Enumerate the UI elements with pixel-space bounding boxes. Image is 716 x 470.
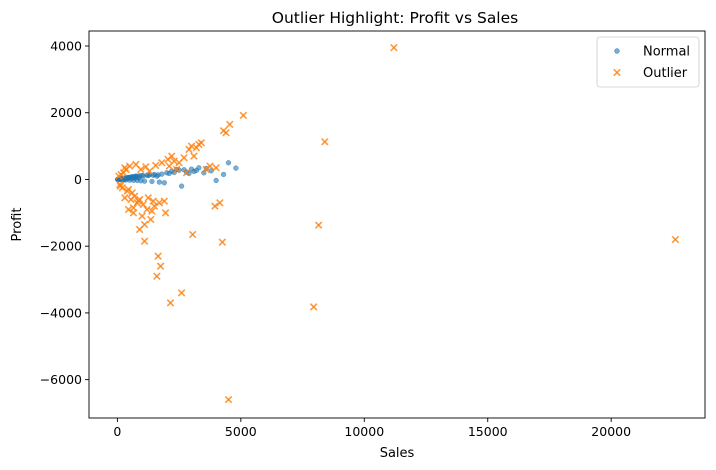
plot-frame [88, 30, 706, 419]
normal-point [156, 179, 163, 185]
legend-marker-normal [614, 48, 620, 54]
normal-point [225, 160, 232, 166]
y-tick-label: 4000 [50, 39, 82, 54]
outlier-point [225, 120, 234, 129]
normal-point [220, 171, 227, 178]
normal-point [193, 167, 200, 174]
outlier-point [239, 111, 248, 120]
outlier-point [188, 230, 197, 239]
outlier-point [180, 154, 188, 162]
outlier-point [160, 197, 169, 205]
normal-point [213, 177, 219, 184]
x-tick-label: 0 [113, 424, 121, 439]
outlier-point [153, 272, 161, 280]
outlier-point [143, 205, 151, 214]
normal-point [178, 183, 185, 189]
outlier-point [314, 221, 323, 229]
outlier-point [309, 303, 318, 311]
outlier-point [121, 194, 129, 202]
outlier-point [154, 252, 162, 260]
outlier-point [218, 238, 227, 246]
outlier-point [146, 215, 155, 224]
x-axis-label: Sales [380, 446, 415, 461]
outlier-point [115, 172, 123, 180]
y-tick-label: 2000 [50, 105, 82, 120]
outlier-point [165, 162, 174, 170]
y-tick-label: −6000 [40, 372, 82, 387]
x-tick-label: 20000 [591, 424, 631, 439]
outlier-point [211, 202, 219, 210]
normal-point [166, 170, 172, 177]
outlier-point [121, 164, 129, 172]
outlier-point [151, 161, 160, 170]
outlier-point [187, 142, 196, 150]
y-tick-label: −2000 [40, 239, 82, 254]
legend-box [596, 36, 700, 88]
outlier-point [190, 152, 198, 160]
outlier-point [135, 195, 144, 204]
normal-point [161, 180, 167, 186]
outlier-point [140, 220, 149, 229]
outlier-point [145, 167, 154, 175]
outlier-point [166, 299, 175, 307]
legend-label-outlier: Outlier [643, 66, 688, 81]
outlier-point [144, 194, 153, 202]
outlier-point [123, 187, 132, 195]
outlier-point [177, 289, 186, 297]
outlier-point [155, 199, 164, 207]
legend-marker-outlier [613, 68, 621, 77]
outlier-point [161, 209, 170, 217]
x-tick-label: 10000 [344, 424, 384, 439]
x-tick-label: 5000 [225, 424, 257, 439]
chart-title: Outlier Highlight: Profit vs Sales [272, 9, 518, 27]
outlier-point [216, 199, 224, 207]
outlier-point [671, 235, 680, 244]
y-tick-label: 0 [74, 172, 82, 187]
outlier-point [222, 128, 230, 137]
outlier-point [164, 155, 172, 164]
outlier-point [192, 144, 201, 152]
outlier-point [129, 204, 138, 212]
normal-point [149, 178, 155, 185]
outlier-point [124, 205, 133, 214]
outlier-point [116, 180, 124, 189]
outlier-point [224, 395, 233, 404]
outlier-point [212, 164, 220, 172]
y-axis-label: Profit [10, 208, 25, 242]
outlier-point [149, 197, 157, 205]
legend: Normal Outlier [596, 36, 700, 88]
normal-point [155, 172, 161, 178]
legend-label-normal: Normal [643, 45, 690, 60]
outlier-point [202, 165, 211, 174]
outlier-point [139, 200, 148, 209]
outlier-point [182, 169, 191, 177]
y-tick-label: −4000 [40, 305, 82, 320]
outlier-point [137, 165, 145, 174]
outlier-point [125, 162, 134, 170]
outlier-point [172, 165, 181, 174]
outlier-point [158, 159, 166, 167]
outlier-point [156, 262, 165, 270]
legend-x-glyph [613, 68, 621, 77]
outlier-point [148, 207, 156, 215]
outlier-point [321, 137, 329, 146]
normal-point [136, 175, 142, 181]
outlier-point [140, 237, 149, 245]
outlier-point [138, 212, 146, 220]
outlier-point [390, 43, 398, 52]
x-tick-label: 15000 [468, 424, 508, 439]
normal-point [233, 165, 239, 171]
